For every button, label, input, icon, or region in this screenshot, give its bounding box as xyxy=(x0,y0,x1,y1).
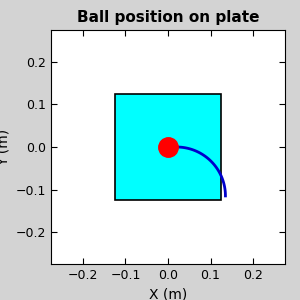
X-axis label: X (m): X (m) xyxy=(149,287,187,300)
Title: Ball position on plate: Ball position on plate xyxy=(77,10,259,25)
Y-axis label: Y (m): Y (m) xyxy=(0,128,10,166)
Bar xyxy=(115,94,221,200)
